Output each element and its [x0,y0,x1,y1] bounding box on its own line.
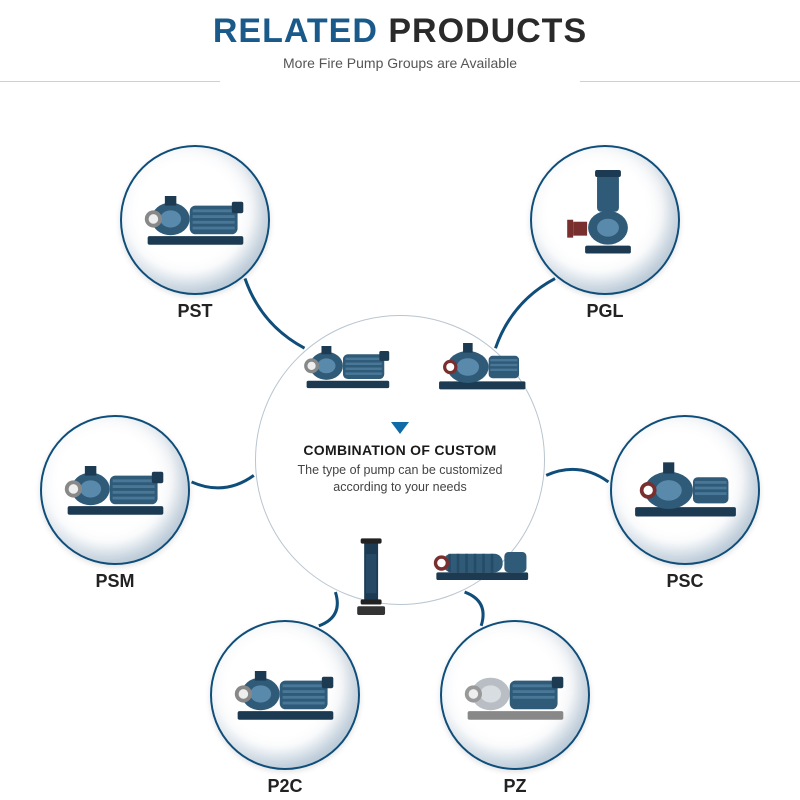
center-title: COMBINATION OF CUSTOM [280,442,520,458]
pump-icon [460,658,570,733]
pump-icon [60,453,170,528]
center-pump-2 [345,530,440,590]
chevron-down-icon [391,422,409,434]
pump-icon [230,658,340,733]
product-label-pz: PZ [440,776,590,797]
product-label-p2c: P2C [210,776,360,797]
product-node-pgl[interactable] [530,145,680,295]
product-node-psm[interactable] [40,415,190,565]
center-pump-3 [430,535,525,595]
product-node-pz[interactable] [440,620,590,770]
product-label-psc: PSC [610,571,760,592]
connector-pz [465,592,483,626]
pump-icon [550,170,660,270]
pump-icon [140,183,250,258]
center-pump-0 [300,335,395,395]
product-label-psm: PSM [40,571,190,592]
center-pump-1 [430,335,525,395]
connector-psm [192,475,254,488]
center-content: COMBINATION OF CUSTOM The type of pump c… [280,422,520,496]
pump-icon [625,453,746,528]
connector-psc [546,469,608,482]
product-label-pst: PST [120,301,270,322]
product-node-p2c[interactable] [210,620,360,770]
center-subtitle: The type of pump can be customized accor… [280,462,520,496]
product-node-pst[interactable] [120,145,270,295]
product-node-psc[interactable] [610,415,760,565]
product-label-pgl: PGL [530,301,680,322]
connector-p2c [319,592,337,626]
